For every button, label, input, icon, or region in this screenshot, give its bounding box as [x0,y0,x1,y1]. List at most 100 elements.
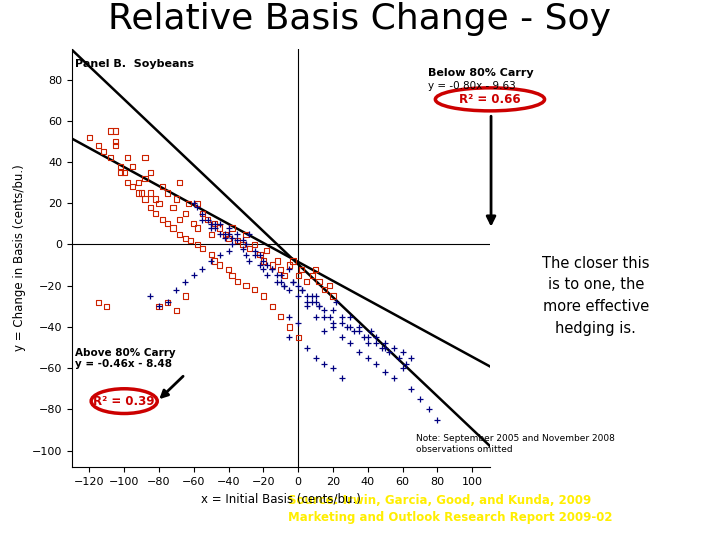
Point [327,292,338,300]
Point [405,354,417,362]
Point [222,234,234,242]
Point [222,230,234,239]
Point [310,265,321,273]
Point [327,322,338,331]
Point [97,147,109,156]
Point [179,209,191,218]
Point [157,215,168,224]
Point [205,256,217,265]
Point [205,220,217,228]
Point [197,244,208,253]
Point [240,240,252,249]
Point [104,153,116,162]
Point [192,199,203,207]
Point [205,224,217,232]
Point [174,178,186,187]
Point [376,343,387,352]
Point [287,256,299,265]
Point [162,298,174,307]
Point [150,209,161,218]
Point [139,195,150,204]
Point [310,312,321,321]
Point [197,215,208,224]
Point [318,286,330,294]
Point [122,153,133,162]
Point [139,153,150,162]
Point [393,354,405,362]
Point [301,292,312,300]
Point [232,236,243,245]
Point [197,209,208,218]
Point [287,277,299,286]
Point [188,220,199,228]
Point [348,327,359,335]
Point [214,261,225,269]
Point [226,271,238,280]
Point [179,292,191,300]
Point [327,319,338,327]
Point [397,347,408,356]
Point [222,224,234,232]
Point [261,261,273,269]
Point [258,292,269,300]
Point [249,251,261,259]
Point [226,224,238,232]
Text: R² = 0.39: R² = 0.39 [94,395,155,408]
Point [197,265,208,273]
Point [209,220,220,228]
Point [183,199,194,207]
Point [171,306,182,315]
Point [266,302,278,310]
Point [400,360,412,368]
Point [414,395,426,403]
Text: Above 80% Carry
y = -0.46x - 8.48: Above 80% Carry y = -0.46x - 8.48 [76,348,176,369]
Point [240,230,252,239]
Point [345,312,356,321]
Point [292,271,304,280]
Point [313,302,325,310]
Point [284,261,295,269]
Point [226,234,238,242]
Point [306,292,318,300]
Point [324,312,336,321]
Point [405,384,417,393]
Point [345,322,356,331]
Point [345,339,356,348]
Point [249,246,261,255]
Point [327,364,338,373]
Point [162,298,174,307]
Point [359,333,370,341]
Point [301,298,312,307]
Point [341,322,353,331]
Point [271,271,283,280]
Point [240,281,252,290]
Point [423,405,434,414]
Point [232,230,243,239]
Point [109,137,121,146]
Point [222,246,234,255]
Point [266,265,278,273]
Point [310,298,321,307]
Text: Relative Basis Change - Soy: Relative Basis Change - Soy [109,2,611,36]
Point [205,230,217,239]
Point [327,306,338,315]
Point [132,178,144,187]
Point [388,374,400,383]
Point [296,265,307,273]
Point [118,168,130,177]
Point [388,343,400,352]
Point [145,188,156,197]
Point [310,354,321,362]
Point [261,246,273,255]
Point [318,312,330,321]
Point [301,302,312,310]
Point [379,368,391,376]
Point [214,251,225,259]
Point [209,220,220,228]
Point [202,215,213,224]
Point [371,339,382,348]
Point [174,230,186,239]
Point [214,230,225,239]
Point [192,203,203,212]
Point [301,343,312,352]
